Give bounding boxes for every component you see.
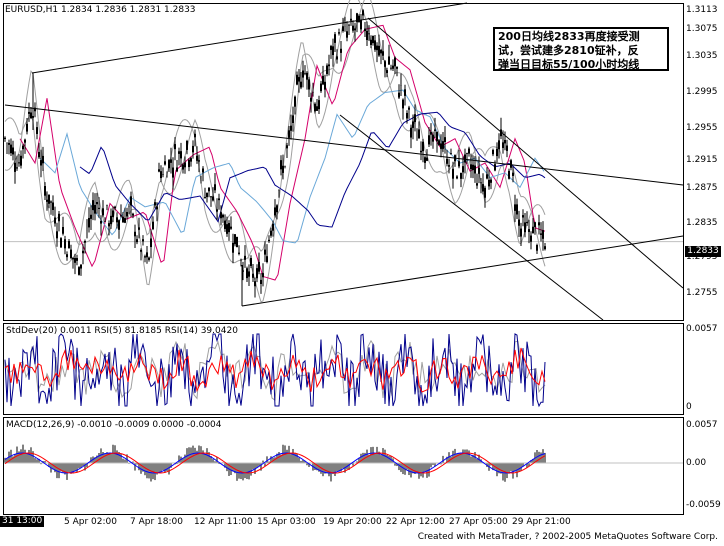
current-price-badge: 1.2833	[685, 246, 721, 257]
price-tick-label: 1.2755	[686, 288, 718, 298]
time-tick-label: 12 Apr 11:00	[194, 517, 253, 527]
ma-red	[19, 24, 546, 281]
annotation-box: 200日均线2833再度接受测 试，尝试建多2810钲补，反 弹当日目标55/1…	[493, 27, 669, 71]
price-tick-label: 1.2915	[686, 155, 718, 165]
time-tick-label: 22 Apr 12:00	[386, 517, 445, 527]
indicator1-label: StdDev(20) 0.0011 RSI(5) 81.8185 RSI(14)…	[6, 326, 238, 336]
trend-line	[31, 2, 468, 74]
indicator2-axis-mid: 0.00	[686, 458, 707, 468]
indicator2-label: MACD(12,26,9) -0.0010 -0.0009 0.0000 -0.…	[6, 420, 222, 430]
indicator1-axis-bottom: 0	[686, 402, 692, 412]
annotation-line-1: 200日均线2833再度接受测	[498, 30, 640, 43]
bollinger-upper	[4, 0, 546, 303]
price-tick-label: 1.2795	[686, 252, 718, 262]
rsi5-line	[4, 333, 546, 408]
trend-line	[241, 235, 684, 307]
symbol-info: EURUSD,H1 1.2834 1.2836 1.2831 1.2833	[5, 5, 196, 15]
time-tick-label: 15 Apr 03:00	[257, 517, 316, 527]
indicator1-axis-top: 0.0057	[686, 324, 718, 334]
annotation-line-2: 试，尝试建多2810钲补，反	[498, 44, 639, 57]
time-tick-label: 7 Apr 18:00	[130, 517, 183, 527]
price-tick-label: 1.3035	[686, 51, 718, 61]
macd-signal-line	[4, 452, 546, 474]
indicator2-axis-bottom: -0.0059	[686, 500, 721, 510]
time-tick-label: 27 Apr 05:00	[449, 517, 508, 527]
time-tick-label: 29 Apr 21:00	[512, 517, 571, 527]
trend-line	[4, 104, 684, 186]
first-date-badge: 31 13:00	[0, 516, 45, 527]
price-tick-label: 1.2995	[686, 87, 718, 97]
price-tick-label: 1.2955	[686, 123, 718, 133]
time-tick-label: 19 Apr 20:00	[323, 517, 382, 527]
macd-line	[4, 452, 546, 474]
time-tick-label: 5 Apr 02:00	[64, 517, 117, 527]
indicator2-axis-top: 0.0057	[686, 420, 718, 430]
price-tick-label: 1.3113	[686, 5, 718, 15]
time-axis: 5 Apr 02:00 7 Apr 18:00 12 Apr 11:00 15 Apr…	[0, 516, 724, 528]
price-tick-label: 1.2835	[686, 218, 718, 228]
footer-credit: Created with MetaTrader, ? 2002-2005 Met…	[417, 532, 718, 542]
trend-line	[367, 17, 684, 289]
price-tick-label: 1.2875	[686, 183, 718, 193]
rsi14-line	[4, 347, 546, 393]
price-tick-label: 1.3075	[686, 24, 718, 34]
trend-line	[339, 114, 604, 321]
annotation-line-3: 弹当日目标55/100小时均线	[498, 58, 640, 71]
